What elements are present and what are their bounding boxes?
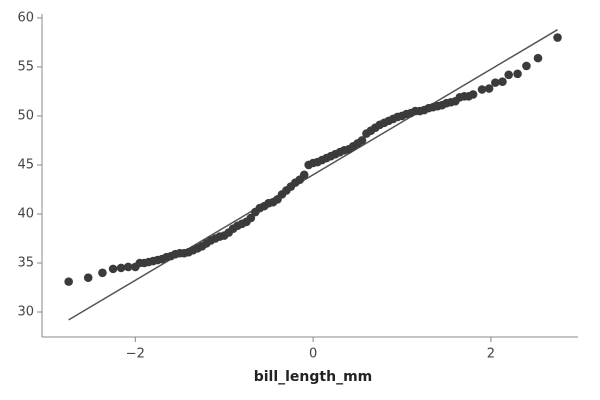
- point: [468, 90, 478, 99]
- x-axis-label: bill_length_mm: [254, 369, 373, 385]
- point: [123, 262, 133, 272]
- point: [491, 78, 500, 87]
- point: [533, 53, 543, 63]
- point: [357, 136, 367, 145]
- y-tick-label: 35: [17, 255, 34, 270]
- x-tick-label: −2: [126, 347, 145, 362]
- y-tick-label: 60: [17, 10, 34, 25]
- point: [83, 273, 93, 282]
- y-tick-label: 55: [17, 59, 34, 74]
- y-tick-label: 30: [17, 305, 34, 320]
- point: [64, 277, 73, 286]
- x-tick-label: 2: [487, 347, 495, 362]
- point: [246, 213, 256, 223]
- point: [513, 69, 522, 79]
- y-tick-label: 40: [17, 206, 34, 221]
- y-tick-label: 50: [17, 108, 34, 123]
- point: [299, 170, 309, 180]
- point: [477, 85, 487, 94]
- point: [504, 70, 513, 80]
- point: [498, 77, 507, 86]
- point: [553, 33, 562, 42]
- point: [116, 263, 126, 273]
- point: [484, 84, 494, 93]
- x-tick-label: 0: [309, 347, 317, 362]
- point: [522, 61, 531, 71]
- point: [98, 268, 107, 278]
- point: [108, 264, 118, 274]
- reference-line: [68, 29, 558, 321]
- y-tick-label: 45: [17, 157, 34, 172]
